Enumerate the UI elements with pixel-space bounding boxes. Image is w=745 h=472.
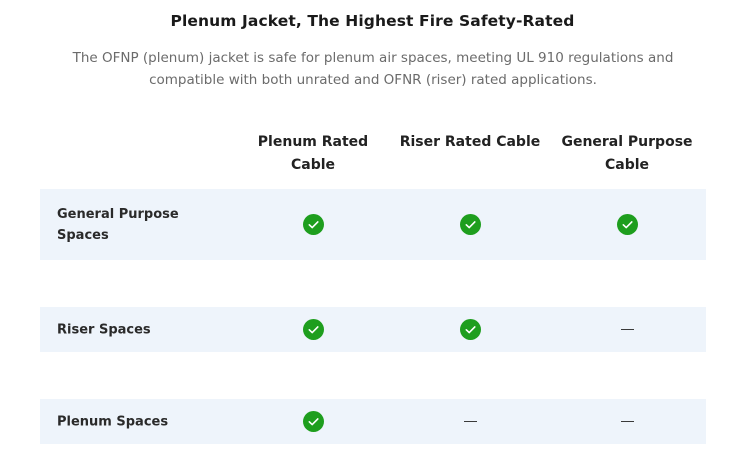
table-row-general-purpose-spaces: General Purpose Spaces [40, 189, 706, 260]
cell [615, 213, 639, 237]
row-label: Plenum Spaces [57, 414, 169, 429]
dash-icon [620, 328, 634, 331]
cell [301, 318, 325, 342]
cell [458, 318, 482, 342]
column-header-riser-rated: Riser Rated Cable [399, 134, 541, 150]
dash-icon [463, 420, 477, 423]
cell [615, 318, 639, 342]
page-title: Plenum Jacket, The Highest Fire Safety-R… [170, 12, 575, 30]
check-circle-icon [459, 214, 481, 235]
page-subtitle: The OFNP (plenum) jacket is safe for ple… [72, 50, 674, 88]
cell [301, 410, 325, 434]
column-header-plenum-rated: Plenum Rated Cable [257, 134, 369, 173]
check-circle-icon [302, 319, 324, 340]
row-label: General Purpose Spaces [57, 206, 179, 243]
cell [301, 213, 325, 237]
cell [458, 213, 482, 237]
check-circle-icon [302, 214, 324, 235]
cell [458, 410, 482, 434]
table-row-riser-spaces: Riser Spaces [40, 307, 706, 352]
table-row-plenum-spaces: Plenum Spaces [40, 399, 706, 444]
column-header-general-purpose: General Purpose Cable [561, 134, 693, 173]
check-circle-icon [616, 214, 638, 235]
dash-icon [620, 420, 634, 423]
cell [615, 410, 639, 434]
check-circle-icon [459, 319, 481, 340]
check-circle-icon [302, 411, 324, 432]
row-label: Riser Spaces [57, 322, 151, 337]
